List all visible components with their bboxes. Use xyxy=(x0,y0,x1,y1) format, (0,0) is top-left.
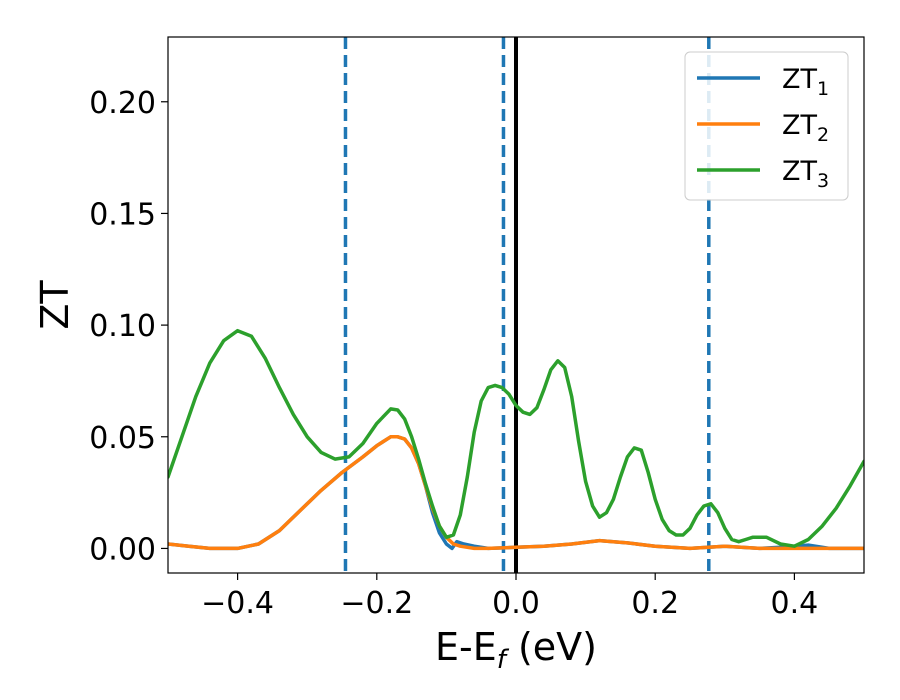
series-layer xyxy=(168,328,864,551)
x-axis-label: E-Ef (eV) xyxy=(435,625,597,675)
y-axis: 0.00 0.05 0.10 0.15 0.20 xyxy=(89,86,168,567)
legend-label-zt1: ZT1 xyxy=(782,64,829,100)
y-tick-label: 0.05 xyxy=(89,421,156,456)
reference-lines xyxy=(343,37,711,573)
y-tick-label: 0.15 xyxy=(89,197,156,232)
y-axis-label: ZT xyxy=(33,280,77,330)
y-tick-label: 0.10 xyxy=(89,309,156,344)
x-tick-label: 0.2 xyxy=(631,586,679,621)
x-tick-label: 0.0 xyxy=(492,586,540,621)
series-line-zt3 xyxy=(168,328,864,548)
legend-box xyxy=(684,51,849,201)
legend: ZT1 ZT2 ZT3 xyxy=(684,51,849,201)
x-tick-label: −0.2 xyxy=(340,586,413,621)
y-tick-label: 0.00 xyxy=(89,532,156,567)
x-tick-label: 0.4 xyxy=(771,586,819,621)
legend-label-zt2: ZT2 xyxy=(782,110,829,146)
legend-label-zt3: ZT3 xyxy=(782,156,829,192)
x-tick-label: −0.4 xyxy=(201,586,274,621)
x-axis: −0.4 −0.2 0.0 0.2 0.4 xyxy=(201,573,818,621)
y-tick-label: 0.20 xyxy=(89,86,156,121)
